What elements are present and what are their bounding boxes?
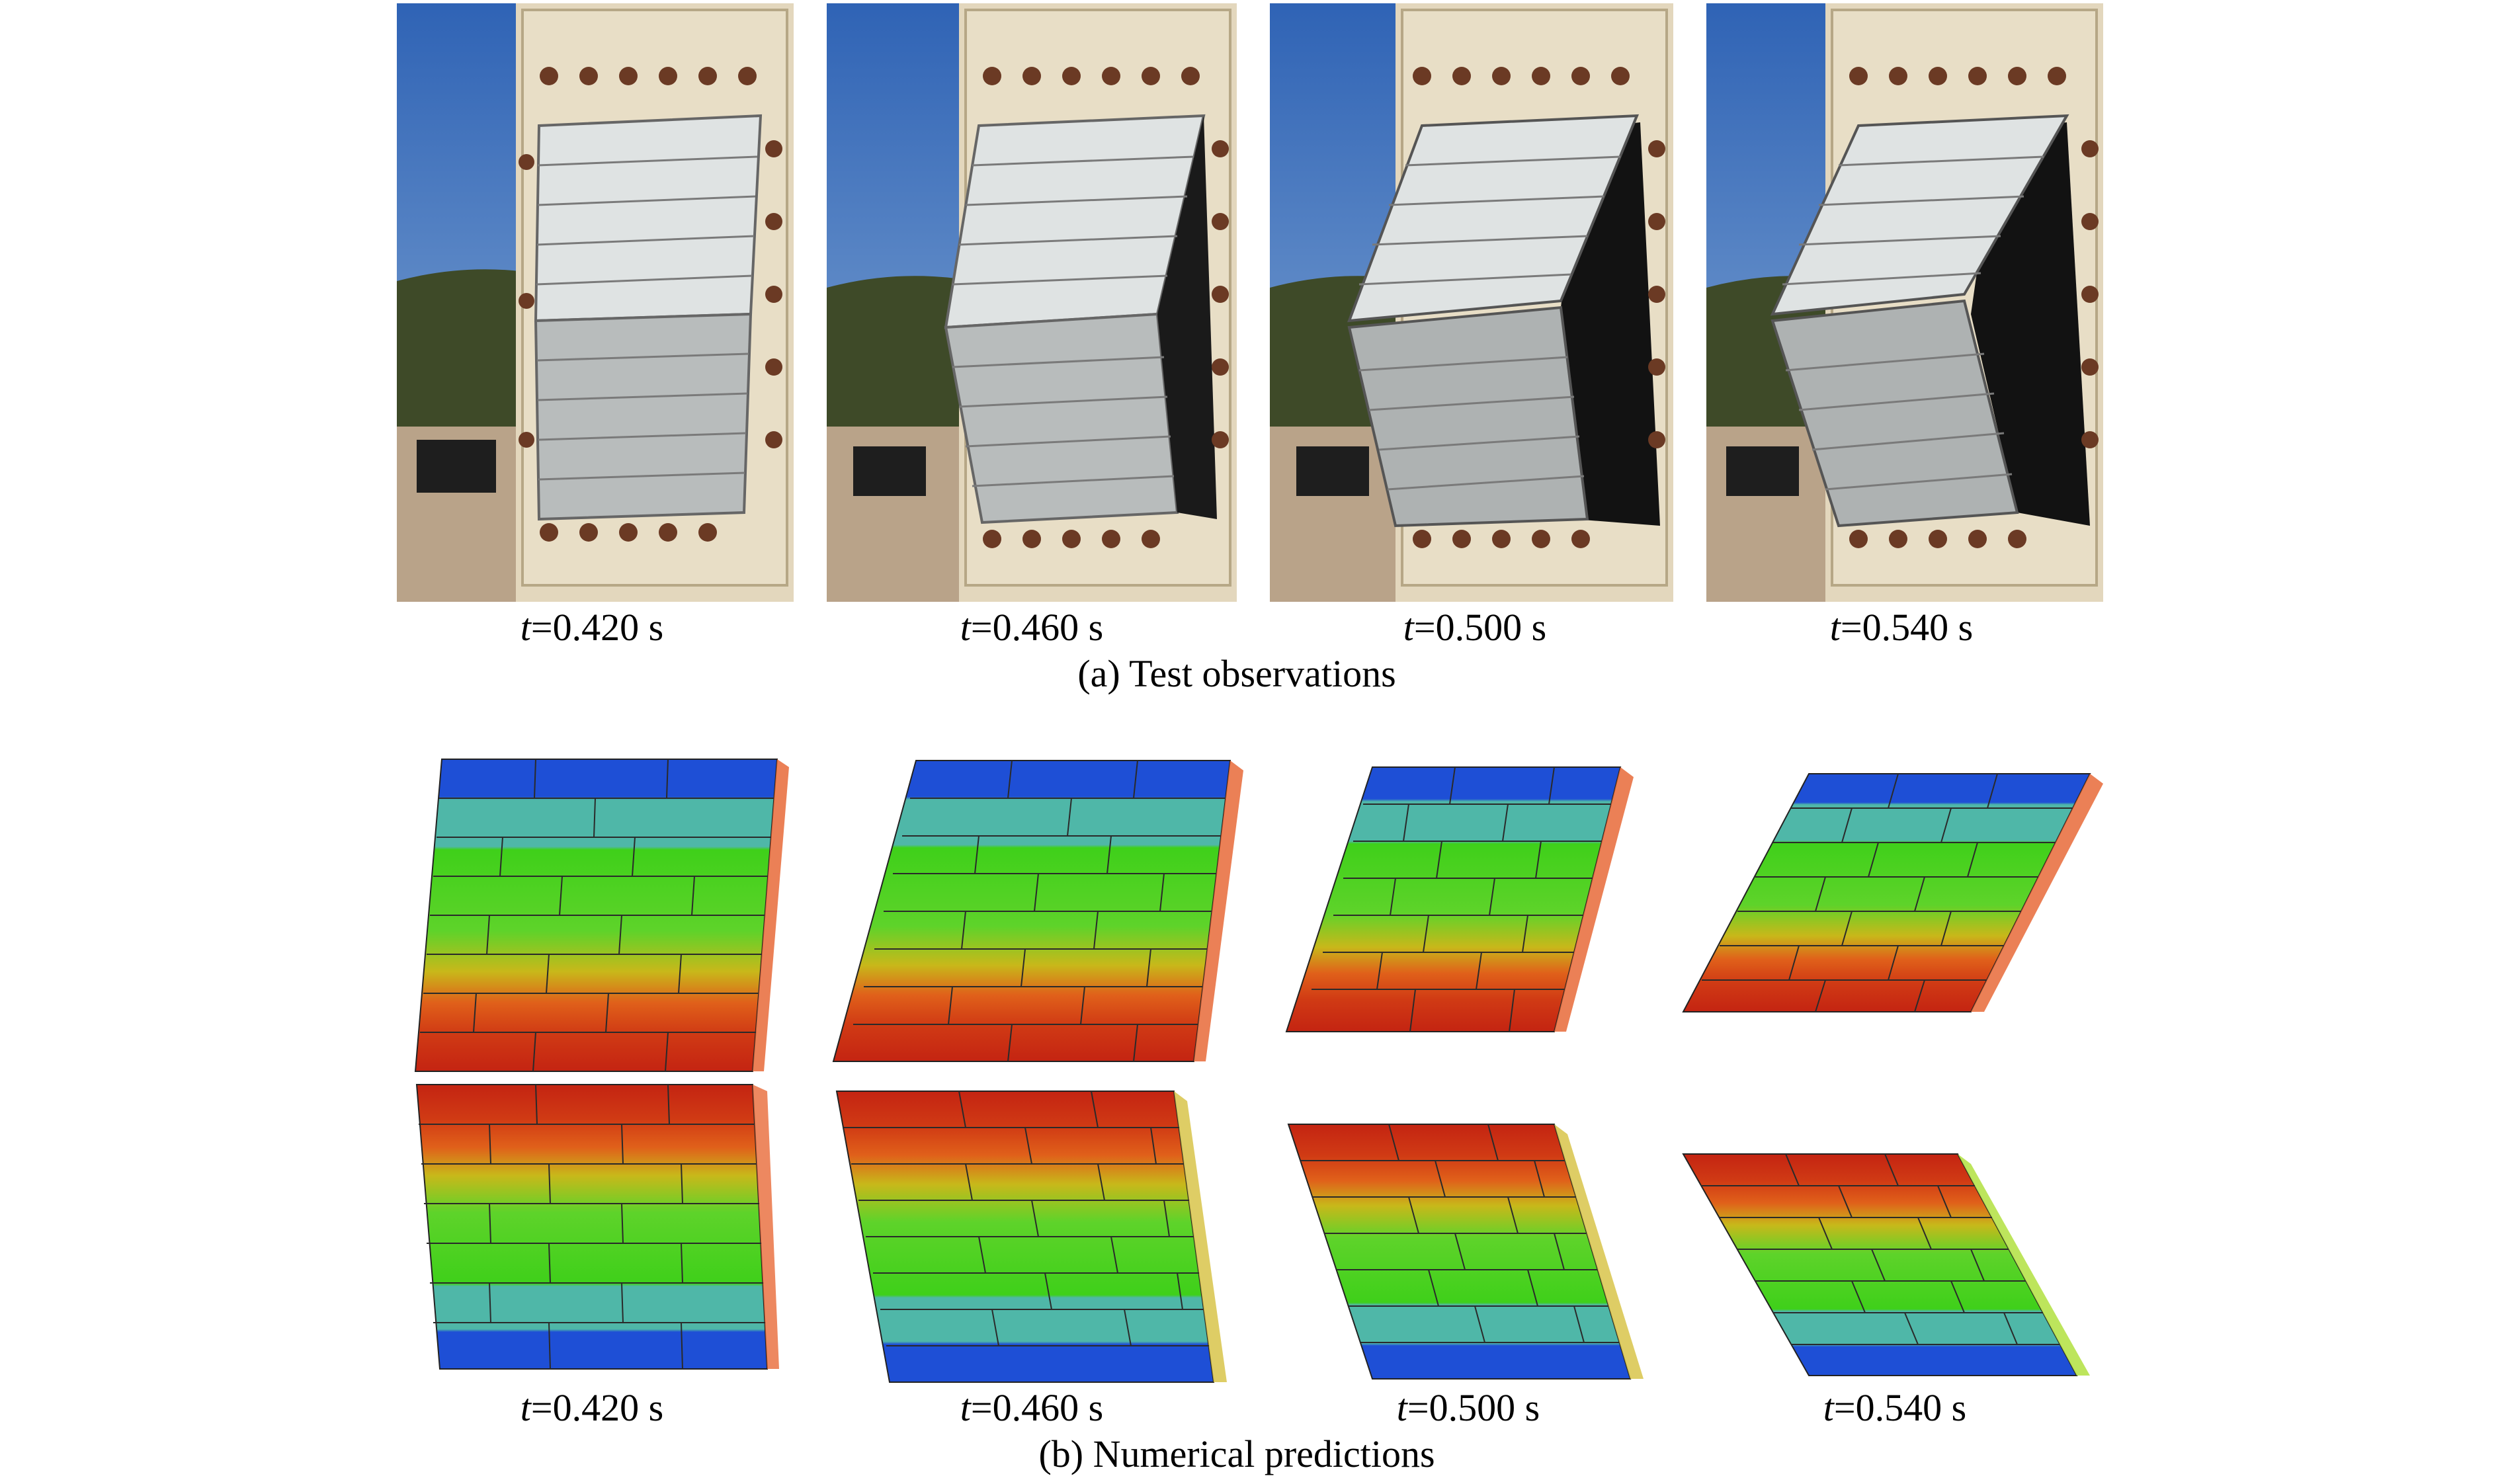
test-photo-2 bbox=[827, 3, 1237, 602]
test-photo-3 bbox=[1270, 3, 1673, 602]
panel-a-title: (a) Test observations bbox=[1077, 652, 1396, 695]
sim-frame-3 bbox=[1285, 766, 1644, 1380]
sim-caption-1: t=0.420 s bbox=[520, 1386, 664, 1429]
test-photo-1 bbox=[397, 3, 794, 602]
sim-caption-2: t=0.460 s bbox=[960, 1386, 1104, 1429]
photo-caption-1: t=0.420 s bbox=[520, 606, 664, 649]
sim-caption-4: t=0.540 s bbox=[1823, 1386, 1967, 1429]
test-photo-4 bbox=[1706, 3, 2103, 602]
sim-frame-2 bbox=[832, 760, 1243, 1383]
photo-caption-4: t=0.540 s bbox=[1829, 606, 1974, 649]
sim-caption-3: t=0.500 s bbox=[1396, 1386, 1540, 1429]
photo-caption-2: t=0.460 s bbox=[960, 606, 1104, 649]
sim-frame-1 bbox=[414, 759, 789, 1370]
photo-caption-3: t=0.500 s bbox=[1403, 606, 1547, 649]
sim-frame-4 bbox=[1682, 773, 2103, 1376]
panel-b-title: (b) Numerical predictions bbox=[1038, 1432, 1435, 1475]
